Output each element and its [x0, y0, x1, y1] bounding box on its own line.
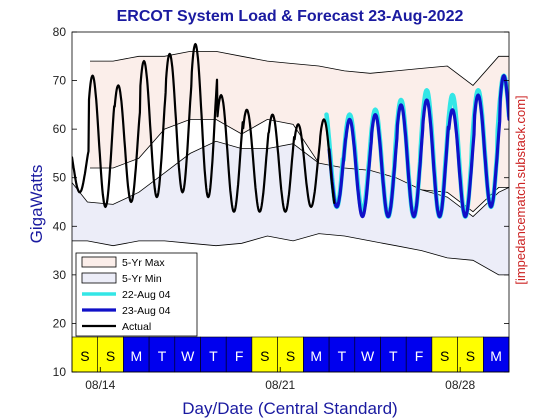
day-label: F — [415, 348, 424, 364]
legend-label: 23-Aug 04 — [122, 305, 171, 317]
legend-label: 22-Aug 04 — [122, 289, 171, 301]
day-label: M — [130, 348, 142, 364]
day-cell — [251, 336, 278, 373]
day-cell — [225, 336, 253, 373]
y-tick-label: 20 — [53, 316, 67, 330]
band-5yr-max-upper-line — [90, 51, 509, 86]
x-tick-label: 08/21 — [265, 378, 295, 392]
y-tick-label: 10 — [53, 365, 67, 379]
legend-swatch — [81, 272, 117, 284]
x-axis-label: Day/Date (Central Standard) — [182, 399, 397, 418]
day-label: T — [389, 348, 398, 364]
x-tick-label: 08/28 — [445, 378, 475, 392]
day-cell — [328, 336, 356, 373]
watermark-text: [impedancematch.substack.com] — [513, 95, 528, 284]
day-label: W — [181, 348, 195, 364]
band-5yr-min-lower-line — [72, 233, 509, 276]
day-label: T — [158, 348, 167, 364]
day-label: T — [209, 348, 218, 364]
day-label: M — [490, 348, 502, 364]
x-tick-label: 08/14 — [85, 378, 115, 392]
series-actual — [72, 43, 336, 213]
y-tick-label: 80 — [53, 25, 67, 39]
day-label: S — [260, 348, 269, 364]
y-axis-label: GigaWatts — [27, 165, 46, 244]
legend-label: 5-Yr Max — [122, 257, 165, 269]
legend-label: Actual — [122, 321, 151, 333]
series-23-aug-04 — [327, 74, 509, 219]
day-label: S — [466, 348, 475, 364]
y-tick-label: 50 — [53, 171, 67, 185]
legend-swatch — [81, 256, 117, 268]
day-label: M — [310, 348, 322, 364]
y-tick-label: 70 — [53, 74, 67, 88]
day-cell — [457, 336, 484, 373]
day-label: W — [361, 348, 375, 364]
day-cell — [148, 336, 176, 373]
day-label: S — [106, 348, 115, 364]
y-tick-label: 30 — [53, 268, 67, 282]
day-label: T — [338, 348, 347, 364]
day-label: F — [235, 348, 244, 364]
band-5yr-max-lower-line — [90, 118, 509, 213]
day-label: S — [80, 348, 89, 364]
legend-label: 5-Yr Min — [122, 273, 162, 285]
y-tick-label: 40 — [53, 219, 67, 233]
day-label: S — [286, 348, 295, 364]
day-label: S — [440, 348, 449, 364]
day-cell — [380, 336, 407, 373]
day-cell — [482, 336, 510, 373]
chart-title: ERCOT System Load & Forecast 23-Aug-2022 — [117, 8, 464, 25]
y-tick-label: 60 — [53, 122, 67, 136]
band-5yr-min-fill — [72, 141, 509, 275]
band-5yr-max-fill — [90, 51, 509, 212]
plot-frame — [71, 31, 510, 373]
day-cell — [354, 336, 381, 373]
day-cell — [277, 336, 304, 373]
